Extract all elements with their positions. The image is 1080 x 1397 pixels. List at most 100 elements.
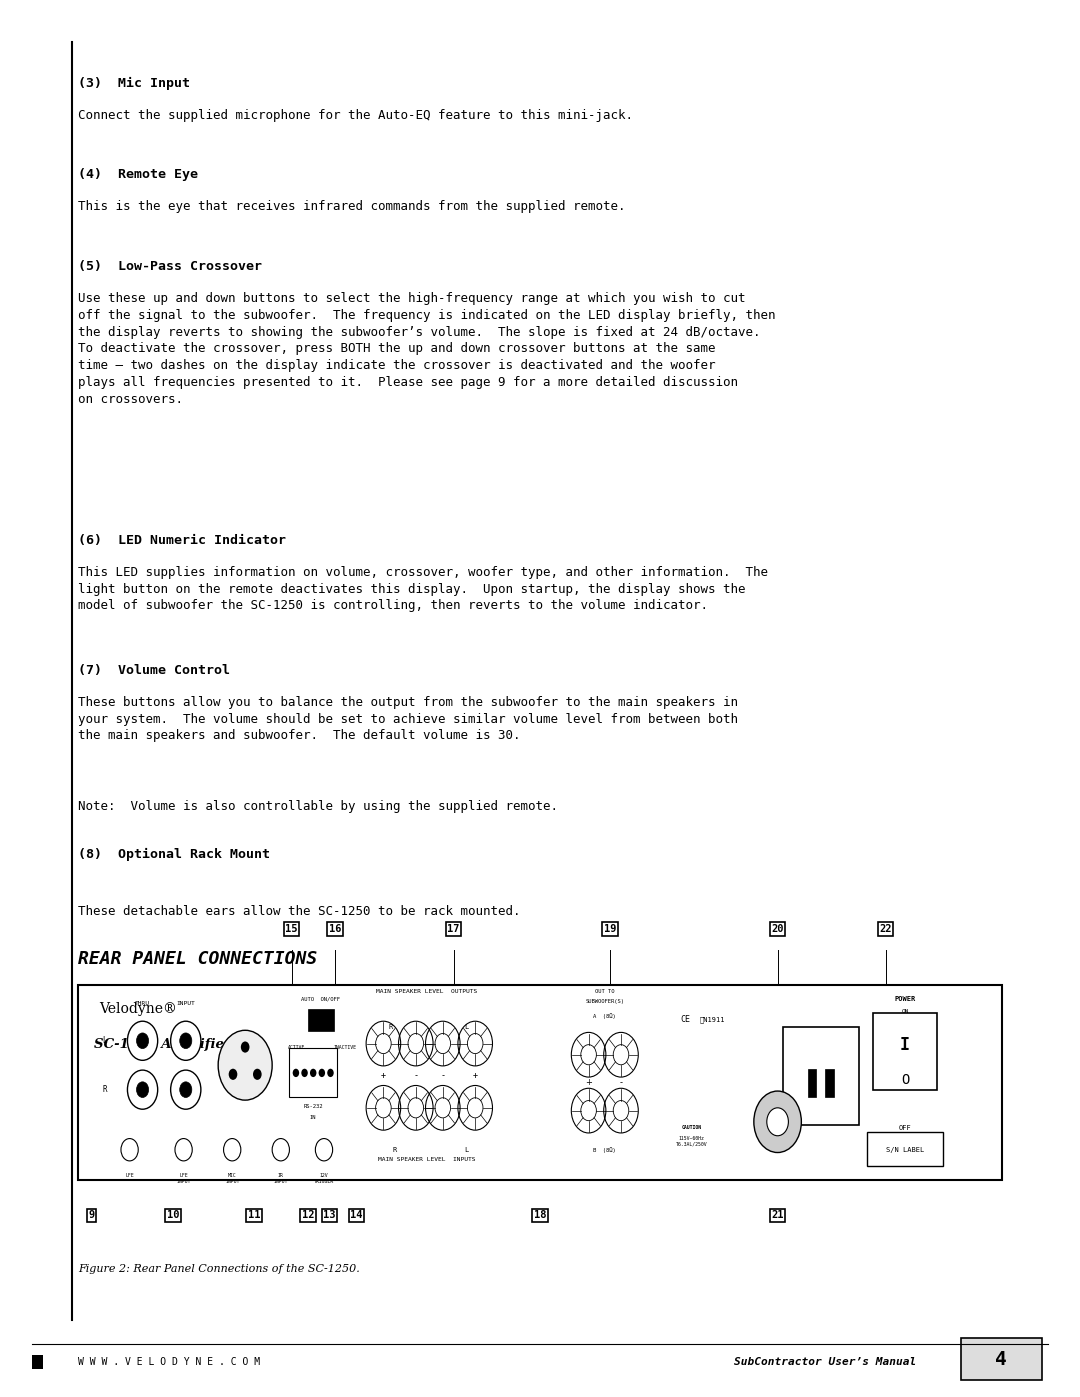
Circle shape [179, 1032, 192, 1049]
Text: B  (8Ω): B (8Ω) [593, 1147, 617, 1153]
Text: AUTO  ON/OFF: AUTO ON/OFF [301, 996, 340, 1002]
Text: SC-1250 Amplifier: SC-1250 Amplifier [94, 1038, 231, 1051]
Text: 4: 4 [996, 1350, 1007, 1369]
Text: Use these up and down buttons to select the high-frequency range at which you wi: Use these up and down buttons to select … [78, 292, 775, 405]
Text: CAUTION: CAUTION [681, 1125, 701, 1130]
Text: POWER: POWER [894, 996, 916, 1002]
Text: 20: 20 [771, 923, 784, 935]
FancyBboxPatch shape [961, 1338, 1042, 1380]
Text: Note:  Volume is also controllable by using the supplied remote.: Note: Volume is also controllable by usi… [78, 800, 557, 813]
Text: I: I [900, 1037, 910, 1053]
Circle shape [319, 1069, 325, 1077]
Text: 12V
TRIGGER: 12V TRIGGER [314, 1173, 334, 1185]
Text: O: O [901, 1073, 909, 1087]
Text: S/N LABEL: S/N LABEL [886, 1147, 924, 1153]
Circle shape [229, 1069, 238, 1080]
Circle shape [218, 1031, 272, 1101]
Circle shape [121, 1139, 138, 1161]
Text: L: L [103, 1037, 107, 1045]
Circle shape [171, 1070, 201, 1109]
Text: Connect the supplied microphone for the Auto-EQ feature to this mini-jack.: Connect the supplied microphone for the … [78, 109, 633, 122]
Text: REAR PANEL CONNECTIONS: REAR PANEL CONNECTIONS [78, 950, 318, 968]
Text: RS-232: RS-232 [303, 1104, 323, 1109]
Text: 22: 22 [879, 923, 892, 935]
Text: IR
INPUT: IR INPUT [273, 1173, 288, 1185]
Text: 17: 17 [447, 923, 460, 935]
Bar [783, 1027, 859, 1125]
Text: MIC
INPUT: MIC INPUT [225, 1173, 240, 1185]
Bar [308, 1009, 334, 1031]
Text: CE: CE [680, 1016, 691, 1024]
Text: OUT TO: OUT TO [595, 989, 615, 995]
Circle shape [754, 1091, 801, 1153]
Text: -: - [441, 1071, 445, 1080]
Circle shape [171, 1021, 201, 1060]
Text: This is the eye that receives infrared commands from the supplied remote.: This is the eye that receives infrared c… [78, 200, 625, 212]
FancyBboxPatch shape [78, 985, 1002, 1180]
Bar [32, 1355, 43, 1369]
Circle shape [136, 1081, 149, 1098]
Text: LFE: LFE [125, 1173, 134, 1179]
Circle shape [767, 1108, 788, 1136]
Text: (8)  Optional Rack Mount: (8) Optional Rack Mount [78, 848, 270, 861]
Text: L: L [464, 1147, 469, 1153]
Bar [825, 1069, 834, 1097]
Text: R: R [389, 1024, 393, 1030]
Circle shape [127, 1070, 158, 1109]
Text: W W W . V E L O D Y N E . C O M: W W W . V E L O D Y N E . C O M [78, 1356, 260, 1368]
Text: 115V~60Hz
T6.3AL/250V: 115V~60Hz T6.3AL/250V [675, 1136, 707, 1147]
Circle shape [272, 1139, 289, 1161]
Text: Figure 2: Rear Panel Connections of the SC-1250.: Figure 2: Rear Panel Connections of the … [78, 1264, 360, 1274]
Bar [867, 1132, 943, 1166]
Text: ⓃN1911: ⓃN1911 [700, 1017, 726, 1023]
Text: 12: 12 [301, 1210, 314, 1221]
Text: These detachable ears allow the SC-1250 to be rack mounted.: These detachable ears allow the SC-1250 … [78, 905, 521, 918]
Text: (3)  Mic Input: (3) Mic Input [78, 77, 190, 89]
Text: ACTIVE: ACTIVE [288, 1045, 306, 1051]
Text: 16: 16 [328, 923, 341, 935]
Circle shape [310, 1069, 316, 1077]
Text: R: R [392, 1147, 396, 1153]
Circle shape [136, 1032, 149, 1049]
Bar [808, 1069, 816, 1097]
Text: LFE
INPUT: LFE INPUT [176, 1173, 191, 1185]
Circle shape [253, 1069, 261, 1080]
Circle shape [241, 1042, 249, 1053]
Bar [289, 1048, 337, 1097]
Text: +: + [585, 1078, 592, 1087]
Text: MAIN SPEAKER LEVEL  OUTPUTS: MAIN SPEAKER LEVEL OUTPUTS [376, 989, 477, 995]
Text: 11: 11 [247, 1210, 260, 1221]
Text: SUBWOOFER(S): SUBWOOFER(S) [585, 999, 624, 1004]
Text: INACTIVE: INACTIVE [333, 1045, 356, 1051]
Text: ON: ON [902, 1009, 908, 1014]
Text: SubContractor User’s Manual: SubContractor User’s Manual [734, 1356, 917, 1368]
Text: +: + [381, 1071, 386, 1080]
Circle shape [327, 1069, 334, 1077]
Text: -: - [620, 1078, 622, 1087]
Circle shape [175, 1139, 192, 1161]
Circle shape [224, 1139, 241, 1161]
Text: 9: 9 [89, 1210, 95, 1221]
Text: 15: 15 [285, 923, 298, 935]
Text: INPUT: INPUT [176, 1000, 195, 1006]
Text: (7)  Volume Control: (7) Volume Control [78, 664, 230, 676]
Text: Velodyne®: Velodyne® [99, 1002, 177, 1016]
Text: A  (8Ω): A (8Ω) [593, 1013, 617, 1018]
Text: 18: 18 [534, 1210, 546, 1221]
Text: These buttons allow you to balance the output from the subwoofer to the main spe: These buttons allow you to balance the o… [78, 696, 738, 742]
Text: +: + [473, 1071, 477, 1080]
Text: 10: 10 [166, 1210, 179, 1221]
Text: MAIN SPEAKER LEVEL  INPUTS: MAIN SPEAKER LEVEL INPUTS [378, 1157, 475, 1162]
Circle shape [127, 1021, 158, 1060]
Text: 21: 21 [771, 1210, 784, 1221]
Circle shape [179, 1081, 192, 1098]
Text: 13: 13 [323, 1210, 336, 1221]
Bar [873, 1013, 937, 1090]
Text: L: L [464, 1024, 469, 1030]
Text: (6)  LED Numeric Indicator: (6) LED Numeric Indicator [78, 534, 286, 546]
Text: (5)  Low-Pass Crossover: (5) Low-Pass Crossover [78, 260, 261, 272]
Text: THRU: THRU [135, 1000, 150, 1006]
Circle shape [293, 1069, 299, 1077]
Text: -: - [414, 1071, 418, 1080]
Text: 19: 19 [604, 923, 617, 935]
